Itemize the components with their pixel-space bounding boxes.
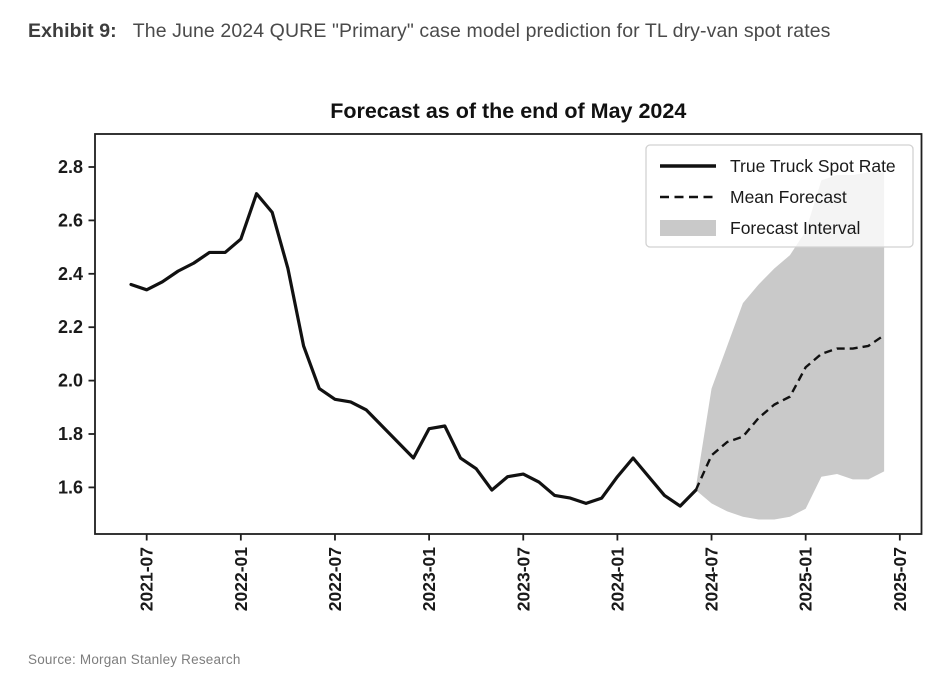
source-note: Source: Morgan Stanley Research [28, 652, 241, 667]
y-tick-label: 1.8 [58, 424, 83, 444]
y-tick-label: 2.8 [58, 157, 83, 177]
legend-label: True Truck Spot Rate [730, 156, 896, 176]
legend-label: Mean Forecast [730, 187, 847, 207]
x-tick-label: 2024-07 [702, 547, 722, 611]
legend-label: Forecast Interval [730, 218, 860, 238]
exhibit-header: Exhibit 9: The June 2024 QURE "Primary" c… [28, 12, 918, 50]
x-tick-label: 2023-07 [513, 547, 533, 611]
chart-title: Forecast as of the end of May 2024 [330, 99, 686, 123]
x-tick-label: 2021-07 [137, 547, 157, 611]
x-tick-label: 2022-01 [231, 547, 251, 611]
x-tick-label: 2025-01 [796, 547, 816, 611]
exhibit-number-label: Exhibit 9: [28, 20, 117, 42]
plot-frame [94, 133, 923, 535]
true-spot-rate-line [129, 192, 698, 508]
x-tick-label: 2024-01 [607, 547, 627, 611]
x-tick-label: 2023-01 [419, 547, 439, 611]
y-tick-label: 2.0 [58, 371, 83, 391]
x-tick-label: 2025-07 [890, 547, 910, 611]
y-tick-label: 2.2 [58, 317, 83, 337]
y-tick-label: 2.6 [58, 210, 83, 230]
exhibit-title-text: The June 2024 QURE "Primary" case model … [132, 20, 831, 42]
mean-forecast-line [694, 334, 885, 491]
forecast-interval-band [695, 172, 885, 520]
x-tick-label: 2022-07 [325, 547, 345, 611]
legend-band-swatch [660, 220, 716, 236]
y-tick-label: 2.4 [58, 264, 83, 284]
y-tick-label: 1.6 [58, 477, 83, 497]
